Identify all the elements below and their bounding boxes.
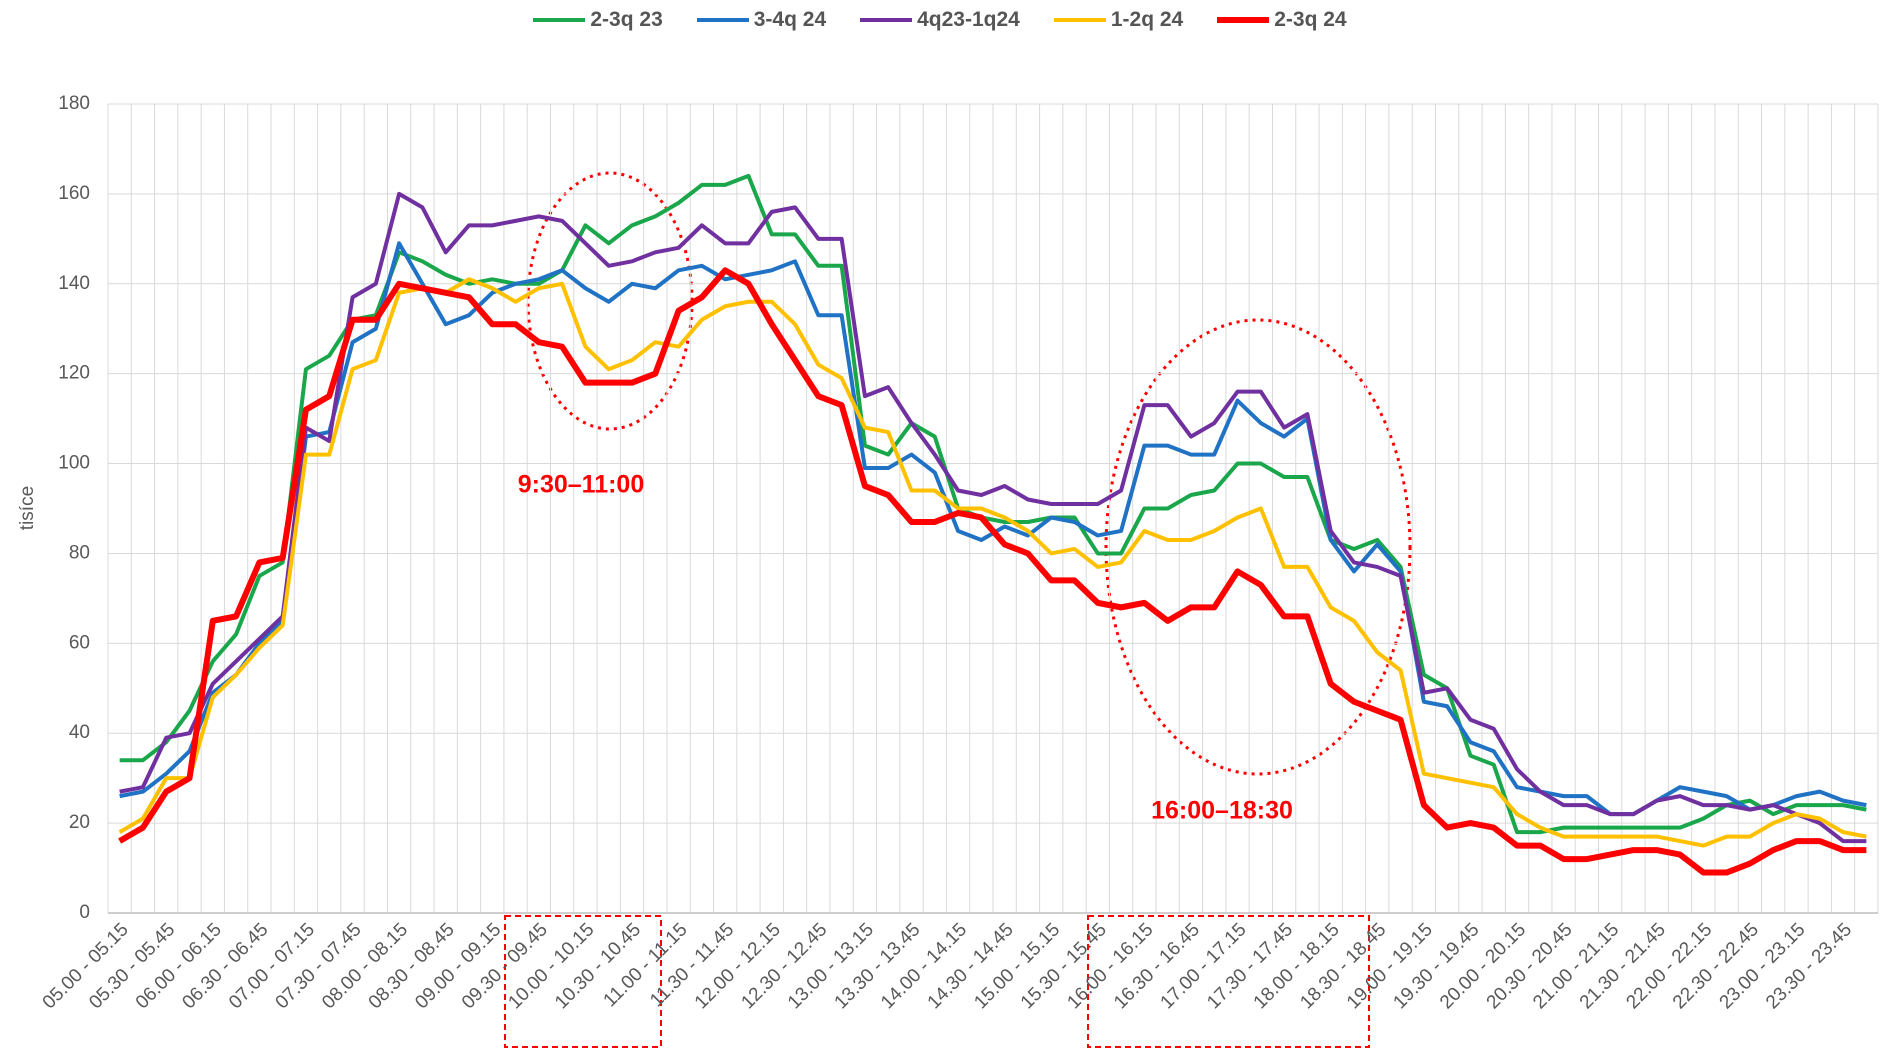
- legend-item: 3-4q 24: [696, 8, 827, 32]
- legend-label: 2-3q 23: [590, 8, 663, 31]
- y-tick-label: 0: [79, 902, 90, 923]
- y-tick-label: 120: [58, 363, 90, 384]
- series-line: [118, 277, 1867, 848]
- legend-label: 3-4q 24: [753, 8, 827, 31]
- y-tick-label: 20: [69, 812, 90, 833]
- legend-item: 2-3q 24: [1217, 8, 1347, 32]
- highlight-box: [1087, 915, 1370, 1048]
- legend-label: 4q23-1q24: [917, 8, 1020, 31]
- legend: 2-3q 23 3-4q 24 4q23-1q24 1-2q 24 2-3q 24: [0, 8, 1880, 32]
- legend-swatch: [533, 18, 586, 22]
- y-tick-label: 40: [69, 722, 90, 743]
- legend-label: 1-2q 24: [1110, 8, 1184, 31]
- y-tick-label: 140: [58, 273, 90, 294]
- legend-item: 4q23-1q24: [860, 8, 1020, 32]
- grid: [107, 103, 1879, 914]
- legend-item: 1-2q 24: [1053, 8, 1184, 32]
- y-axis-label: tisíce: [17, 486, 38, 530]
- legend-swatch: [1053, 18, 1106, 22]
- legend-item: 2-3q 23: [533, 8, 663, 32]
- legend-swatch: [1217, 17, 1270, 23]
- y-tick-label: 160: [58, 183, 90, 204]
- y-tick-label: 100: [58, 453, 90, 474]
- highlight-box: [504, 915, 662, 1048]
- series-line: [118, 267, 1867, 876]
- legend-swatch: [860, 18, 913, 22]
- y-tick-label: 80: [69, 542, 90, 563]
- highlight-ellipse: [1104, 318, 1412, 776]
- series-line: [119, 191, 1867, 844]
- y-tick-label: 180: [58, 93, 90, 114]
- annotation: 9:30–11:00: [518, 471, 645, 499]
- legend-swatch: [696, 18, 749, 22]
- legend-label: 2-3q 24: [1274, 8, 1347, 31]
- annotation: 16:00–18:30: [1151, 797, 1293, 825]
- y-tick-label: 60: [69, 632, 90, 653]
- series-line: [119, 173, 1867, 835]
